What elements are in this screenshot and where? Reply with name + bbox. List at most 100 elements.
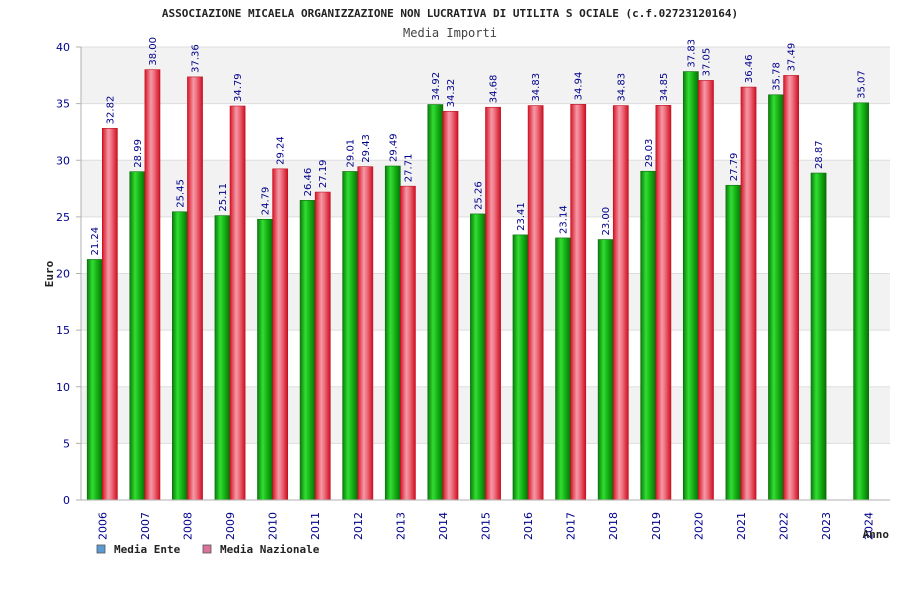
x-tick-label: 2023 [820,512,833,540]
data-label: 34.83 [616,73,627,102]
bar-media-ente-2014 [427,104,444,501]
bar-media-nazionale-2007 [144,69,161,501]
data-label: 38.00 [148,37,159,66]
x-tick-label: 2021 [735,512,748,540]
data-label: 27.79 [729,153,740,182]
bar-media-ente-2008 [172,211,188,501]
bar-media-ente-2015 [470,213,486,501]
y-tick-label: 20 [56,268,70,281]
bar-media-nazionale-2012 [357,166,374,501]
data-label: 26.46 [303,168,314,197]
bar-media-ente-2022 [768,94,784,501]
bar-media-ente-2006 [86,259,103,501]
y-tick-label: 30 [56,154,70,167]
legend-swatch-media-ente [96,544,106,554]
x-tick-label: 2013 [394,512,407,540]
data-label: 32.82 [105,96,116,125]
bar-media-nazionale-2008 [187,76,203,501]
chart-title: ASSOCIAZIONE MICAELA ORGANIZZAZIONE NON … [162,7,738,20]
bar-media-ente-2024 [853,102,870,501]
data-label: 36.46 [744,54,755,83]
bar-media-ente-2017 [555,237,571,501]
data-label: 34.92 [431,72,442,101]
bar-media-nazionale-2018 [612,105,629,501]
data-label: 24.79 [261,187,272,216]
y-tick-label: 15 [56,324,70,337]
data-label: 34.85 [659,73,670,102]
data-label: 25.45 [175,179,186,208]
data-label: 35.78 [771,62,782,91]
data-label: 29.03 [644,139,655,168]
bar-media-ente-2020 [682,71,699,501]
bar-media-ente-2013 [384,165,401,501]
bar-media-nazionale-2020 [698,80,714,501]
y-tick-label: 10 [56,381,70,394]
data-label: 28.87 [814,140,825,169]
data-label: 23.41 [516,202,527,231]
y-axis-ticks: 0 5 10 15 20 25 30 35 40 [56,41,81,507]
x-tick-label: 2024 [863,512,876,540]
data-label: 27.19 [318,159,329,188]
x-tick-label: 2014 [437,512,450,540]
y-tick-label: 5 [63,437,70,450]
bars [86,69,870,501]
data-label: 34.94 [574,72,585,101]
bar-media-ente-2010 [257,218,273,501]
data-label: 29.43 [361,134,372,163]
data-labels: 21.24 32.82 28.99 38.00 25.45 37.36 25.11 34.79… [90,37,867,255]
bar-media-ente-2018 [597,239,614,501]
x-tick-label: 2016 [522,512,535,540]
bar-media-nazionale-2015 [485,106,501,501]
bar-media-ente-2019 [640,170,657,501]
bar-media-nazionale-2013 [400,185,416,501]
y-tick-label: 0 [63,494,70,507]
data-label: 34.68 [489,75,500,104]
x-tick-label: 2011 [309,512,322,540]
y-tick-label: 35 [56,98,70,111]
x-tick-label: 2006 [96,512,109,540]
data-label: 34.83 [531,73,542,102]
data-label: 37.36 [191,44,202,73]
bar-media-nazionale-2016 [527,105,544,501]
data-label: 23.14 [559,205,570,234]
bar-media-ente-2021 [725,184,742,501]
data-label: 23.00 [601,207,612,236]
x-tick-label: 2012 [352,512,365,540]
data-label: 25.11 [218,183,229,212]
bar-media-ente-2023 [810,172,827,501]
bar-media-nazionale-2022 [783,75,799,501]
bar-media-nazionale-2021 [740,86,757,501]
data-label: 37.83 [686,39,697,68]
data-label: 27.71 [403,154,414,183]
x-tick-label: 2022 [778,512,791,540]
data-label: 29.24 [276,136,287,165]
bar-media-nazionale-2017 [570,104,587,501]
bar-media-nazionale-2014 [442,111,459,501]
bar-media-ente-2012 [342,171,359,501]
data-label: 34.79 [233,73,244,102]
data-label: 34.32 [446,79,457,108]
data-label: 29.01 [346,139,357,168]
y-tick-label: 25 [56,211,70,224]
x-tick-label: 2007 [139,512,152,540]
data-label: 29.49 [388,133,399,162]
legend-swatch-media-nazionale [202,544,212,554]
legend: Media Ente Media Nazionale [96,543,320,556]
x-tick-label: 2020 [692,512,705,540]
x-axis-ticks: 2006 2007 2008 2009 2010 2011 2012 2013 2014 2015… [96,512,875,540]
data-label: 25.26 [473,181,484,210]
bar-media-nazionale-2011 [314,191,331,501]
data-label: 21.24 [90,227,101,256]
bar-media-ente-2009 [214,215,231,501]
chart-subtitle: Media Importi [403,26,497,40]
x-tick-label: 2008 [181,512,194,540]
data-label: 28.99 [133,139,144,168]
x-tick-label: 2009 [224,512,237,540]
bar-media-nazionale-2006 [101,128,118,501]
bar-media-ente-2011 [299,200,316,501]
bar-media-nazionale-2010 [272,168,289,501]
bar-media-ente-2016 [512,234,529,501]
bar-media-ente-2007 [129,171,146,501]
x-axis-title: Anno [863,528,890,541]
